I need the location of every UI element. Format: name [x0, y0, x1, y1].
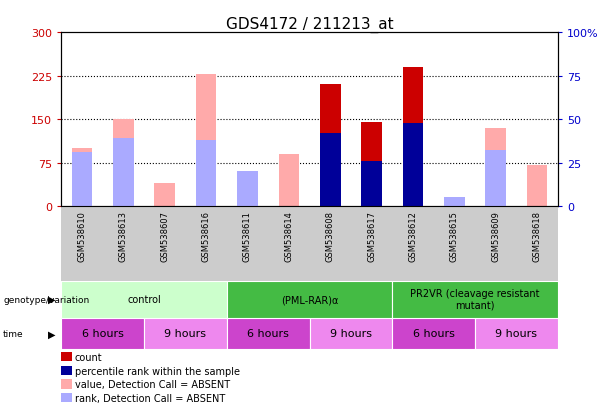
Text: ▶: ▶ [48, 328, 55, 339]
Bar [113, 120, 134, 206]
Bar [320, 134, 341, 206]
Bar [403, 68, 424, 206]
Bar [144, 318, 227, 349]
Bar [72, 149, 93, 206]
Text: 9 hours: 9 hours [495, 328, 538, 339]
Text: 6 hours: 6 hours [247, 328, 289, 339]
Text: GSM538616: GSM538616 [202, 210, 211, 261]
Text: GSM538612: GSM538612 [408, 210, 417, 261]
Text: count: count [75, 352, 102, 362]
Text: GSM538618: GSM538618 [533, 210, 542, 261]
Bar [227, 318, 310, 349]
Bar [278, 154, 299, 206]
Text: percentile rank within the sample: percentile rank within the sample [75, 366, 240, 376]
Text: rank, Detection Call = ABSENT: rank, Detection Call = ABSENT [75, 393, 225, 403]
Bar [444, 198, 465, 206]
Text: GSM538617: GSM538617 [367, 210, 376, 261]
Text: GSM538608: GSM538608 [326, 210, 335, 261]
Bar [527, 166, 547, 206]
Bar [392, 281, 558, 318]
Text: GSM538613: GSM538613 [119, 210, 128, 261]
Text: 9 hours: 9 hours [330, 328, 372, 339]
Text: 6 hours: 6 hours [413, 328, 455, 339]
Text: time: time [3, 329, 24, 338]
Bar [485, 128, 506, 206]
Text: PR2VR (cleavage resistant
mutant): PR2VR (cleavage resistant mutant) [410, 289, 540, 310]
Title: GDS4172 / 211213_at: GDS4172 / 211213_at [226, 17, 394, 33]
Text: 6 hours: 6 hours [82, 328, 124, 339]
Text: GSM538614: GSM538614 [284, 210, 294, 261]
Text: GSM538609: GSM538609 [491, 210, 500, 261]
Bar [320, 85, 341, 206]
Bar [237, 178, 258, 206]
Text: GSM538607: GSM538607 [160, 210, 169, 261]
Text: value, Detection Call = ABSENT: value, Detection Call = ABSENT [75, 380, 230, 389]
Bar [361, 123, 382, 206]
Bar [392, 318, 475, 349]
Bar [72, 153, 93, 206]
Bar [361, 161, 382, 206]
Text: control: control [127, 294, 161, 304]
Bar [403, 123, 424, 206]
Text: 9 hours: 9 hours [164, 328, 207, 339]
Bar [196, 140, 216, 206]
Bar [113, 139, 134, 206]
Text: GSM538610: GSM538610 [77, 210, 86, 261]
Bar [196, 75, 216, 206]
Bar [61, 281, 227, 318]
Text: genotype/variation: genotype/variation [3, 295, 89, 304]
Bar [475, 318, 558, 349]
Bar [227, 281, 392, 318]
Text: ▶: ▶ [48, 294, 55, 304]
Bar [237, 172, 258, 206]
Text: (PML-RAR)α: (PML-RAR)α [281, 294, 338, 304]
Bar [310, 318, 392, 349]
Bar [61, 318, 144, 349]
Bar [154, 183, 175, 206]
Text: GSM538611: GSM538611 [243, 210, 252, 261]
Bar [485, 151, 506, 206]
Text: GSM538615: GSM538615 [450, 210, 459, 261]
